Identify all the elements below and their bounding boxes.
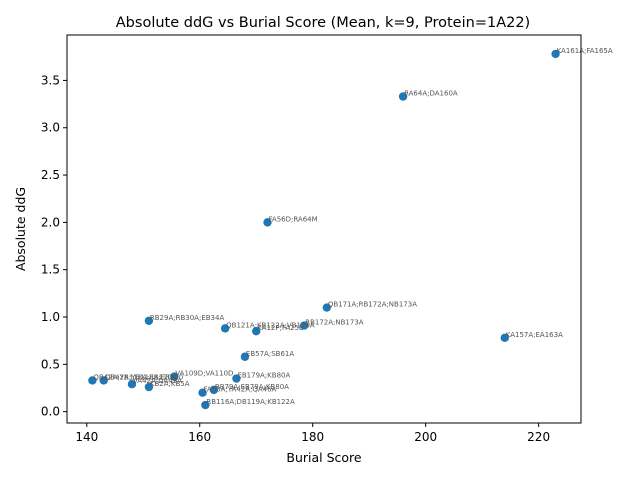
x-axis-label: Burial Score	[286, 450, 362, 465]
x-tick-label: 200	[414, 430, 437, 444]
data-point	[144, 316, 154, 325]
data-point-label: QB42A;YB118A;EB220	[105, 373, 184, 381]
y-tick-label: 0.5	[41, 357, 60, 371]
data-point	[144, 382, 154, 392]
y-tick-label: 3.0	[41, 121, 60, 135]
y-axis-label: Absolute ddG	[13, 187, 28, 271]
y-tick-label: 2.5	[41, 168, 60, 182]
x-tick-label: 160	[188, 430, 211, 444]
chart-title: Absolute ddG vs Burial Score (Mean, k=9,…	[116, 15, 530, 31]
data-point-label: EB57A;SB61A	[246, 350, 294, 358]
x-tick-label: 220	[527, 430, 550, 444]
data-point	[198, 388, 207, 397]
data-point	[220, 324, 230, 333]
data-point-label: RB79A;EB79A;KB80A	[215, 383, 289, 391]
y-tick-label: 2.0	[41, 215, 60, 229]
data-point-label: RB116A;DB119A;KB122A	[206, 398, 295, 406]
data-point	[209, 385, 219, 395]
data-point-label: QB121A;KB122A;VB126A	[226, 321, 315, 329]
data-point	[322, 303, 332, 312]
y-tick-label: 0.0	[41, 405, 60, 419]
data-point-label: VA42A;DA49A	[133, 377, 182, 385]
data-point	[240, 352, 250, 361]
data-point	[170, 372, 179, 381]
y-axis: 0.0 0.5 1.0 1.5 2.0 2.5 3.0 3.5	[41, 73, 67, 419]
y-tick-label: 1.5	[41, 263, 60, 277]
data-point	[201, 400, 210, 410]
data-point-label: EB179A;KB80A	[237, 372, 290, 380]
data-point-label: FA58A;YA42A;QA46A	[204, 386, 277, 394]
data-point	[127, 380, 137, 389]
data-point	[99, 376, 108, 385]
data-point	[252, 327, 261, 336]
x-tick-label: 180	[301, 430, 324, 444]
y-tick-label: 3.5	[41, 73, 60, 87]
x-tick-label: 140	[75, 430, 98, 444]
plot-frame	[66, 34, 582, 424]
data-point-label: KA157A;EA163A	[506, 331, 563, 339]
data-point-label: RB29A;RB30A;EB34A	[150, 314, 225, 322]
data-point-label: FA56D;RA64M	[269, 215, 318, 223]
data-point-label: QB42A;YB118A;EB120A	[93, 373, 177, 381]
data-point	[232, 374, 241, 383]
data-point-label: KA161A;FA165A	[557, 47, 613, 55]
data-point-label: KA12P;FA25L	[257, 324, 303, 332]
data-point-label: VA109D;VA110D	[175, 370, 233, 378]
data-point	[88, 376, 97, 385]
data-point	[551, 49, 560, 59]
x-axis: 140 160 180 200 220	[75, 423, 550, 444]
data-point	[300, 321, 309, 330]
data-point	[398, 92, 408, 101]
data-point-label: RB172A;NB173A	[305, 319, 364, 327]
data-point-label: QB171A;RB172A;NB173A	[328, 301, 417, 309]
plot-area: KA161A;FA165A RA64A;DA160A FA56D;RA64M QB17…	[88, 47, 613, 410]
data-point	[500, 333, 509, 343]
y-tick-label: 1.0	[41, 310, 60, 324]
data-point-label: KB2A;KB5A	[150, 380, 190, 388]
data-point-label: RA64A;DA160A	[404, 90, 458, 98]
data-point	[263, 218, 272, 227]
